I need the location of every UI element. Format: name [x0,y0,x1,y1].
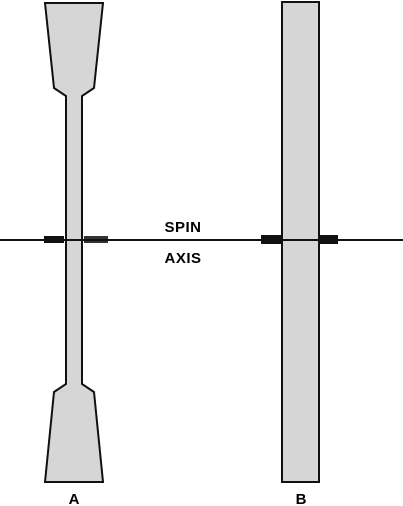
rotor-b-body [281,1,320,483]
axis-label: AXIS [164,250,201,267]
part-b-label: B [296,491,307,506]
rotor-a [43,2,108,483]
rotor-a-body [43,2,105,483]
rotor-b [261,1,338,483]
spin-label: SPIN [164,219,201,236]
part-a-label: A [69,491,80,506]
